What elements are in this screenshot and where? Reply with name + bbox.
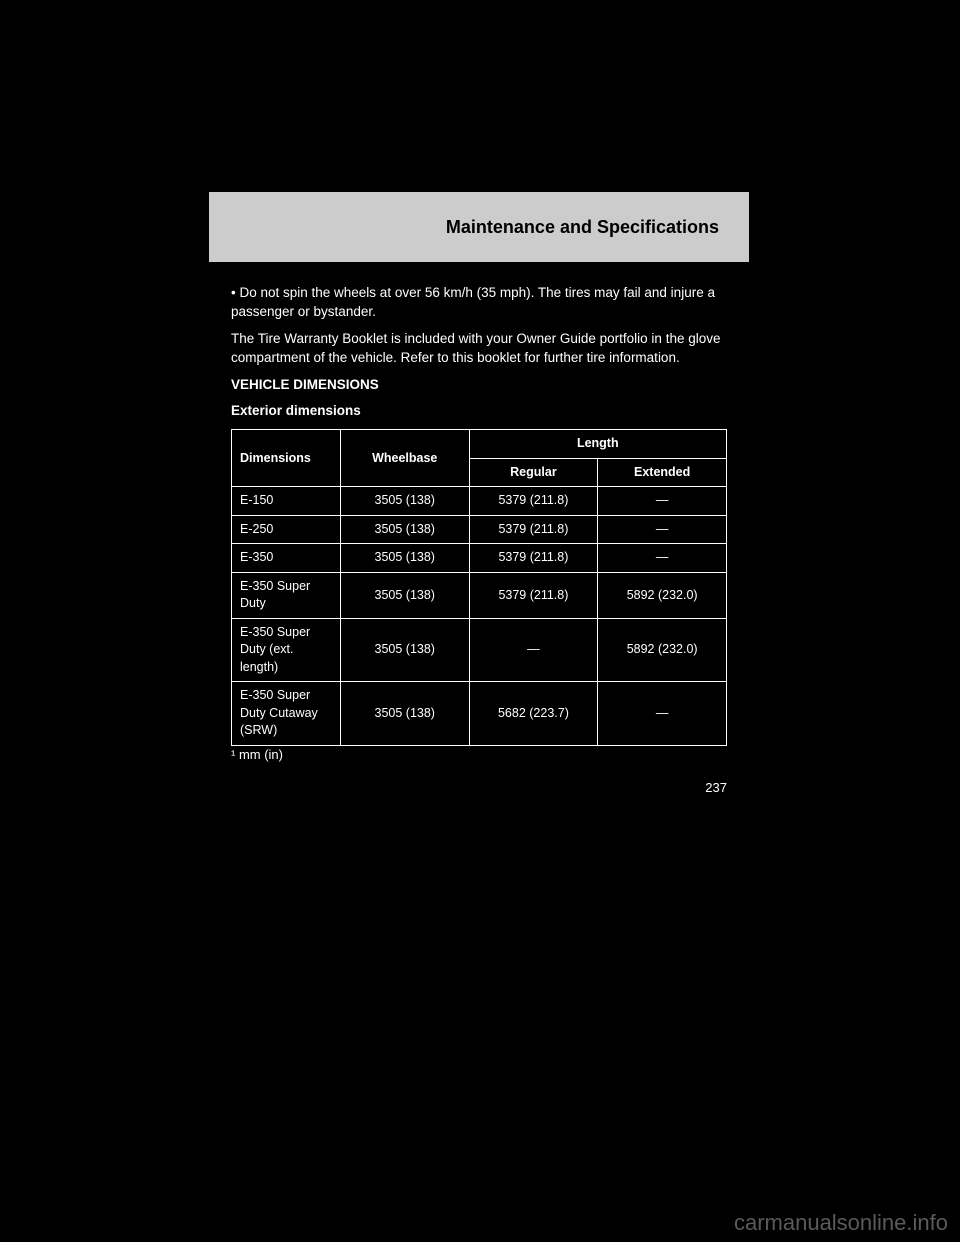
cell-wheelbase: 3505 (138) [340,544,469,573]
th-length: Length [469,430,726,459]
cell-reg: 5379 (211.8) [469,487,598,516]
paragraph-warranty: The Tire Warranty Booklet is included wi… [231,330,727,368]
cell-wheelbase: 3505 (138) [340,487,469,516]
page-header-title: Maintenance and Specifications [446,217,719,238]
cell-model: E-350 Super Duty (ext. length) [232,618,341,682]
cell-ext: — [598,487,727,516]
cell-model: E-250 [232,515,341,544]
cell-model: E-150 [232,487,341,516]
table-header-row: Dimensions Wheelbase Length [232,430,727,459]
manual-page: Maintenance and Specifications • Do not … [209,192,749,981]
cell-wheelbase: 3505 (138) [340,572,469,618]
cell-ext: — [598,544,727,573]
cell-model: E-350 [232,544,341,573]
cell-reg: 5379 (211.8) [469,572,598,618]
cell-reg: 5682 (223.7) [469,682,598,746]
table-row: E-250 3505 (138) 5379 (211.8) — [232,515,727,544]
table-row: E-350 Super Duty Cutaway (SRW) 3505 (138… [232,682,727,746]
th-wheelbase: Wheelbase [340,430,469,487]
section-title: VEHICLE DIMENSIONS [231,376,727,395]
cell-ext: 5892 (232.0) [598,618,727,682]
th-length-regular: Regular [469,458,598,487]
th-length-extended: Extended [598,458,727,487]
footnote: ¹ mm (in) [231,746,727,764]
table-row: E-150 3505 (138) 5379 (211.8) — [232,487,727,516]
page-body: • Do not spin the wheels at over 56 km/h… [209,262,749,764]
cell-reg: 5379 (211.8) [469,515,598,544]
cell-reg: — [469,618,598,682]
page-number: 237 [209,772,749,795]
table-row: E-350 3505 (138) 5379 (211.8) — [232,544,727,573]
dimensions-table: Dimensions Wheelbase Length Regular Exte… [231,429,727,746]
page-header: Maintenance and Specifications [209,192,749,262]
cell-model: E-350 Super Duty [232,572,341,618]
th-dimensions: Dimensions [232,430,341,487]
cell-ext: — [598,682,727,746]
cell-model: E-350 Super Duty Cutaway (SRW) [232,682,341,746]
cell-wheelbase: 3505 (138) [340,515,469,544]
watermark: carmanualsonline.info [734,1210,948,1236]
table-row: E-350 Super Duty (ext. length) 3505 (138… [232,618,727,682]
cell-ext: 5892 (232.0) [598,572,727,618]
sub-title: Exterior dimensions [231,402,727,421]
paragraph-warning: • Do not spin the wheels at over 56 km/h… [231,284,727,322]
cell-ext: — [598,515,727,544]
table-row: E-350 Super Duty 3505 (138) 5379 (211.8)… [232,572,727,618]
cell-wheelbase: 3505 (138) [340,682,469,746]
cell-wheelbase: 3505 (138) [340,618,469,682]
cell-reg: 5379 (211.8) [469,544,598,573]
